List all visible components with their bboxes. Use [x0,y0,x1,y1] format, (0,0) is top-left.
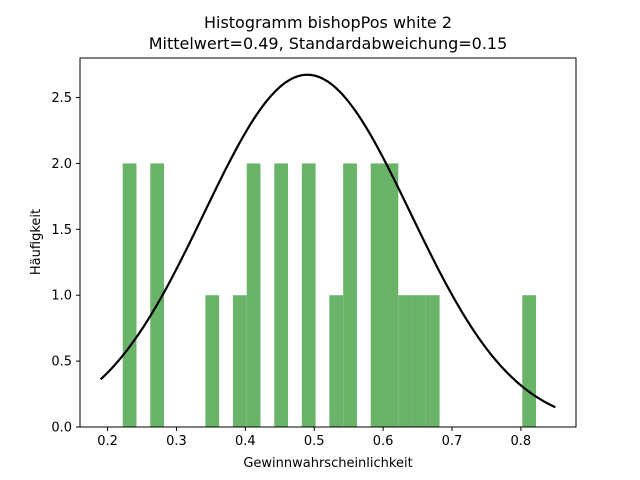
histogram-bar [412,295,426,427]
histogram-bar [398,295,413,427]
x-tick-label: 0.6 [373,434,394,449]
histogram-bar [232,295,247,427]
x-axis-label: Gewinnwahrscheinlichkeit [243,456,412,471]
histogram-bar [425,295,440,427]
y-axis-label: Häufigkeit [29,209,44,275]
histogram-bar [205,295,220,427]
histogram-bar [274,163,289,427]
x-tick-label: 0.2 [97,434,118,449]
histogram-bar [246,163,261,427]
y-tick-label: 2.5 [51,91,72,106]
y-tick-label: 2.0 [51,157,72,172]
plot-frame [79,57,577,428]
histogram-bar [370,163,385,427]
y-tick-label: 0.0 [51,421,72,436]
x-tick-label: 0.5 [304,434,325,449]
histogram-bar [329,295,344,427]
histogram-bar [150,163,165,427]
y-tick-label: 1.5 [51,223,72,238]
x-tick-label: 0.7 [442,434,463,449]
histogram-bar [122,163,137,427]
x-tick-label: 0.8 [511,434,532,449]
histogram-bar [384,163,399,427]
histogram-bar [343,163,357,427]
histogram-bars [122,163,537,427]
histogram-bar [522,295,537,427]
normal-curve [99,73,556,409]
chart-title: Histogramm bishopPos white 2 [204,13,452,32]
x-tick-label: 0.3 [166,434,187,449]
histogram-bar [301,163,316,427]
y-tick-label: 0.5 [51,355,72,370]
x-tick-label: 0.4 [235,434,256,449]
x-axis-ticks: 0.2 0.3 0.4 0.5 0.6 0.7 0.8 [97,427,531,449]
y-tick-label: 1.0 [51,289,72,304]
y-axis-ticks: 0.0 0.5 1.0 1.5 2.0 2.5 [51,91,80,436]
chart-subtitle: Mittelwert=0.49, Standardabweichung=0.15 [149,34,508,53]
